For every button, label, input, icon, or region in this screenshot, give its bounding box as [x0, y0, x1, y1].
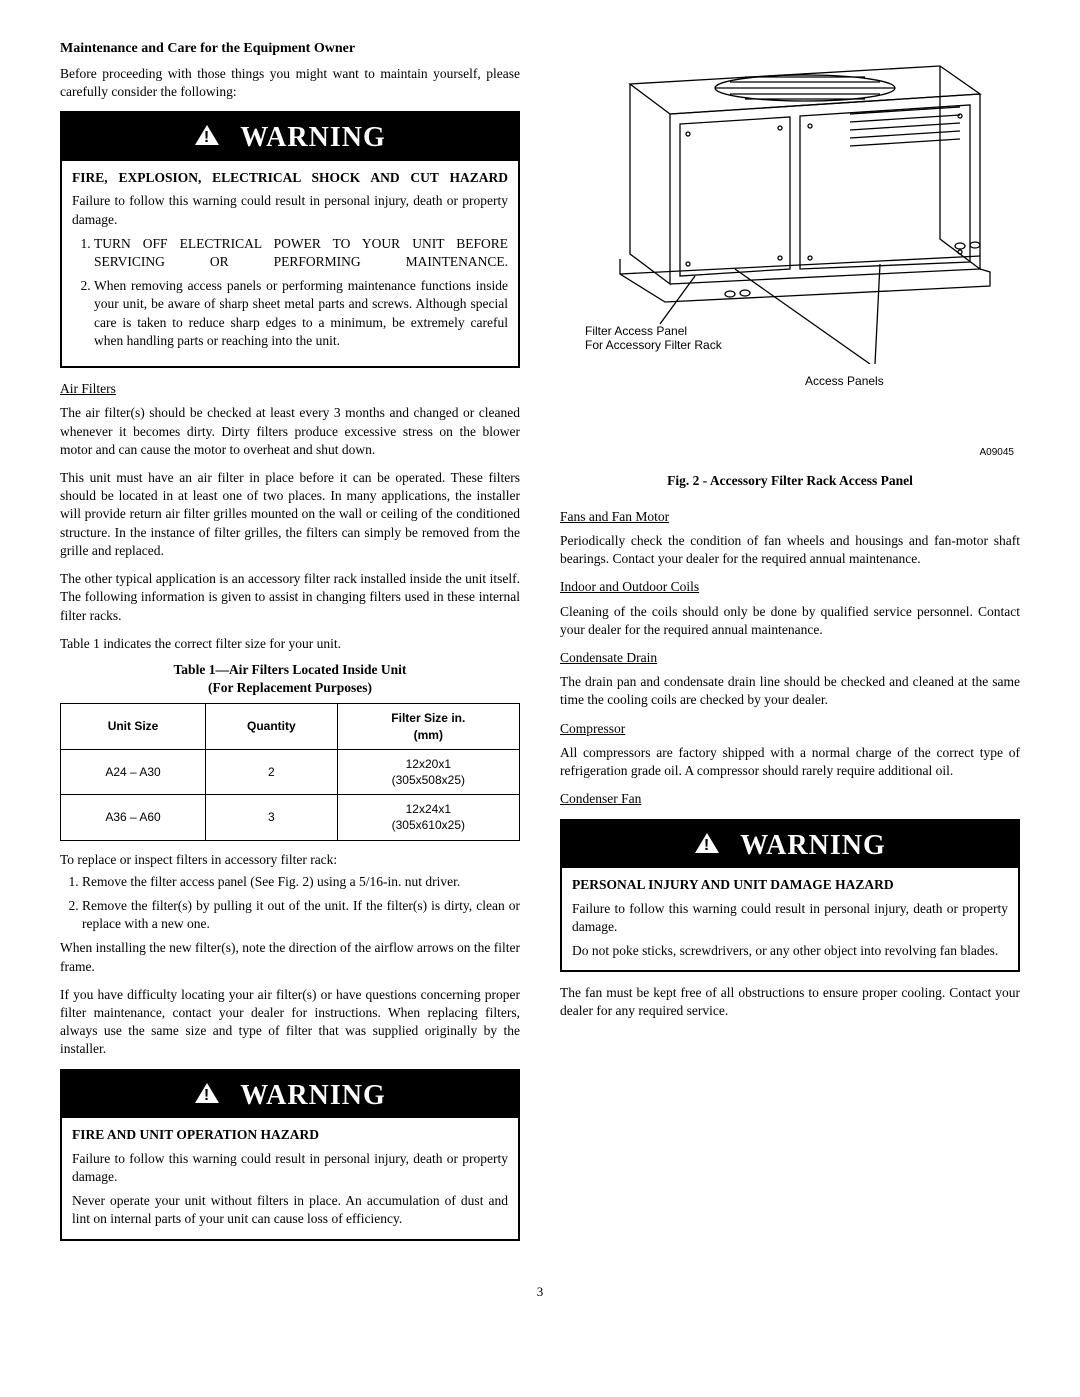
intro-text: Before proceeding with those things you …: [60, 65, 520, 101]
warning-icon: !: [694, 827, 720, 865]
diagram-label-filter: Filter Access Panel For Accessory Filter…: [585, 324, 722, 353]
warning-icon: !: [194, 1077, 220, 1115]
body-text: When installing the new filter(s), note …: [60, 939, 520, 975]
hazard-title: FIRE AND UNIT OPERATION HAZARD: [72, 1126, 508, 1144]
warning-body-text: Never operate your unit without filters …: [72, 1192, 508, 1228]
body-text: The air filter(s) should be checked at l…: [60, 404, 520, 459]
table-header: Filter Size in. (mm): [337, 704, 519, 749]
figure-code: A09045: [560, 446, 1014, 460]
warn-item: When removing access panels or performin…: [94, 277, 508, 350]
replace-steps: Remove the filter access panel (See Fig.…: [60, 873, 520, 934]
svg-text:!: !: [704, 837, 710, 854]
air-filters-heading: Air Filters: [60, 380, 520, 398]
fans-heading: Fans and Fan Motor: [560, 508, 1020, 526]
left-column: Maintenance and Care for the Equipment O…: [60, 40, 520, 1253]
warn-item: TURN OFF ELECTRICAL POWER TO YOUR UNIT B…: [94, 235, 508, 271]
body-text: Table 1 indicates the correct filter siz…: [60, 635, 520, 653]
step-item: Remove the filter(s) by pulling it out o…: [82, 897, 520, 933]
warning-list: TURN OFF ELECTRICAL POWER TO YOUR UNIT B…: [72, 235, 508, 350]
warning-failure: Failure to follow this warning could res…: [572, 900, 1008, 936]
coils-heading: Indoor and Outdoor Coils: [560, 578, 1020, 596]
warning-failure: Failure to follow this warning could res…: [72, 1150, 508, 1186]
figure-caption: Fig. 2 - Accessory Filter Rack Access Pa…: [560, 472, 1020, 490]
filter-table: Unit Size Quantity Filter Size in. (mm) …: [60, 703, 520, 840]
warning-body-text: Do not poke sticks, screwdrivers, or any…: [572, 942, 1008, 960]
warning-failure: Failure to follow this warning could res…: [72, 192, 508, 228]
body-text: The fan must be kept free of all obstruc…: [560, 984, 1020, 1020]
drain-heading: Condensate Drain: [560, 649, 1020, 667]
body-text: If you have difficulty locating your air…: [60, 986, 520, 1059]
hazard-title: PERSONAL INJURY AND UNIT DAMAGE HAZARD: [572, 876, 1008, 894]
warning-box-2: ! WARNING FIRE AND UNIT OPERATION HAZARD…: [60, 1069, 520, 1241]
body-text: The other typical application is an acce…: [60, 570, 520, 625]
warning-banner: ! WARNING: [62, 113, 518, 161]
body-text: Cleaning of the coils should only be don…: [560, 603, 1020, 639]
svg-text:!: !: [204, 1087, 210, 1104]
body-text: All compressors are factory shipped with…: [560, 744, 1020, 780]
right-column: Filter Access Panel For Accessory Filter…: [560, 40, 1020, 1253]
body-text: The drain pan and condensate drain line …: [560, 673, 1020, 709]
warning-box-3: ! WARNING PERSONAL INJURY AND UNIT DAMAG…: [560, 819, 1020, 973]
table-header-row: Unit Size Quantity Filter Size in. (mm): [61, 704, 520, 749]
warning-box-1: ! WARNING FIRE, EXPLOSION, ELECTRICAL SH…: [60, 111, 520, 368]
warning-icon: !: [194, 119, 220, 157]
table-row: A36 – A60 3 12x24x1 (305x610x25): [61, 795, 520, 840]
diagram-label-access: Access Panels: [805, 374, 884, 388]
compressor-heading: Compressor: [560, 720, 1020, 738]
unit-diagram: Filter Access Panel For Accessory Filter…: [560, 44, 1020, 364]
body-text: Periodically check the condition of fan …: [560, 532, 1020, 568]
table-caption: Table 1—Air Filters Located Inside Unit …: [60, 661, 520, 697]
table-row: A24 – A30 2 12x20x1 (305x508x25): [61, 749, 520, 794]
step-item: Remove the filter access panel (See Fig.…: [82, 873, 520, 891]
warning-text: WARNING: [240, 1077, 385, 1115]
body-text: This unit must have an air filter in pla…: [60, 469, 520, 560]
table-header: Unit Size: [61, 704, 206, 749]
body-text: To replace or inspect filters in accesso…: [60, 851, 520, 869]
warning-text: WARNING: [740, 827, 885, 865]
warning-banner: ! WARNING: [62, 1071, 518, 1119]
svg-text:!: !: [204, 129, 210, 146]
hazard-title: FIRE, EXPLOSION, ELECTRICAL SHOCK AND CU…: [72, 169, 508, 187]
warning-text: WARNING: [240, 119, 385, 157]
table-header: Quantity: [206, 704, 338, 749]
page-number: 3: [60, 1283, 1020, 1301]
warning-banner: ! WARNING: [562, 821, 1018, 869]
page-title: Maintenance and Care for the Equipment O…: [60, 40, 520, 59]
condfan-heading: Condenser Fan: [560, 790, 1020, 808]
